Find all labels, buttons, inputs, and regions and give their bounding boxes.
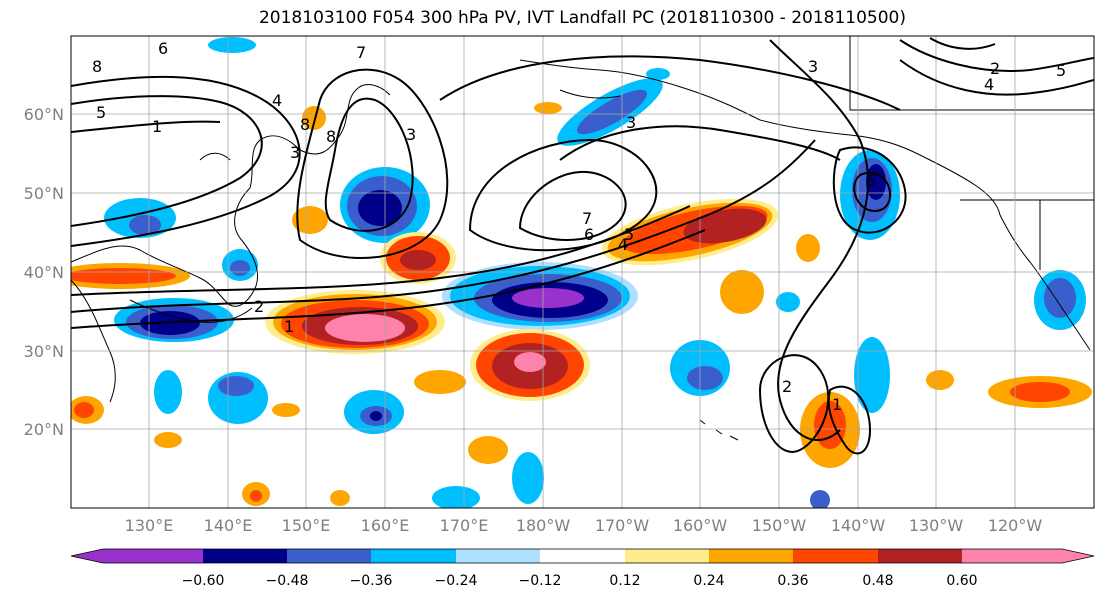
colorbar-tick: −0.60	[182, 573, 225, 589]
contour-label: 4	[984, 75, 994, 94]
longitude-labels: 130°E 140°E 150°E 160°E 170°E 180°W 170°…	[125, 516, 1043, 535]
colorbar-outline	[70, 548, 1095, 564]
contour-label: 4	[272, 91, 282, 110]
lon-label: 170°W	[595, 516, 650, 535]
colorbar-tick: −0.36	[350, 573, 393, 589]
pv-shading	[71, 37, 1092, 508]
lat-label-60n: 60°N	[24, 105, 64, 124]
colorbar-tick: 0.24	[693, 573, 724, 589]
colorbar-tick: −0.24	[435, 573, 478, 589]
contour-label: 4	[618, 235, 628, 254]
contour-label: 7	[356, 43, 366, 62]
contour-label: 5	[1056, 61, 1066, 80]
contour-label: 3	[808, 57, 818, 76]
contour-label: 1	[284, 317, 294, 336]
colorbar-tick: −0.12	[519, 573, 562, 589]
lon-label: 130°E	[125, 516, 174, 535]
map-title: 2018103100 F054 300 hPa PV, IVT Landfall…	[258, 8, 906, 28]
contour-label: 6	[866, 171, 876, 190]
contour-label: 2	[990, 59, 1000, 78]
colorbar-segment	[287, 549, 371, 563]
contour-label: 5	[624, 225, 634, 244]
colorbar-segment	[709, 549, 793, 563]
colorbar-segments	[70, 548, 1095, 564]
lon-label: 120°W	[988, 516, 1043, 535]
colorbar-extend-high	[962, 549, 1094, 563]
colorbar-tick: 0.48	[862, 573, 893, 589]
contour-label: 2	[782, 377, 792, 396]
lat-label-20n: 20°N	[24, 420, 64, 439]
contour-label: 3	[406, 125, 416, 144]
contour-label: 5	[96, 103, 106, 122]
contour-label: 2	[254, 297, 264, 316]
lat-lon-grid	[71, 36, 1094, 508]
lon-label: 170°E	[440, 516, 489, 535]
colorbar: −0.60 −0.48 −0.36 −0.24 −0.12 0.12 0.24 …	[70, 548, 1095, 589]
contour-label: 6	[158, 39, 168, 58]
lon-label: 140°E	[204, 516, 253, 535]
lon-label: 150°W	[752, 516, 807, 535]
colorbar-segment	[540, 549, 625, 563]
lon-label: 160°E	[361, 516, 410, 535]
lat-label-40n: 40°N	[24, 263, 64, 282]
colorbar-tick: −0.48	[266, 573, 309, 589]
colorbar-segment	[878, 549, 962, 563]
colorbar-tick: 0.60	[946, 573, 977, 589]
contour-label: 7	[582, 209, 592, 228]
lon-label: 150°E	[282, 516, 331, 535]
colorbar-tick: 0.12	[609, 573, 640, 589]
lon-label: 180°W	[516, 516, 571, 535]
lat-label-50n: 50°N	[24, 184, 64, 203]
contour-label: 1	[152, 117, 162, 136]
colorbar-extend-low	[71, 549, 203, 563]
colorbar-segment	[203, 549, 287, 563]
colorbar-tick: 0.36	[777, 573, 808, 589]
contour-label-group: 8 6 5 1 4 7 3 8 3 8 7 6 4 5 2 1 3 6 4 5 …	[92, 39, 1066, 414]
ivt-contours	[71, 37, 1094, 455]
contour-label: 1	[832, 395, 842, 414]
latitude-labels: 60°N 50°N 40°N 30°N 20°N	[24, 105, 64, 439]
lon-label: 130°W	[909, 516, 964, 535]
contour-label: 6	[584, 225, 594, 244]
map-border	[70, 35, 1095, 509]
colorbar-segment	[625, 549, 709, 563]
contour-label: 3	[290, 143, 300, 162]
contour-label: 8	[326, 127, 336, 146]
contour-label: 8	[300, 115, 310, 134]
lon-label: 140°W	[831, 516, 886, 535]
contour-label: 3	[626, 113, 636, 132]
colorbar-segment	[456, 549, 540, 563]
colorbar-segment	[793, 549, 878, 563]
lon-label: 160°W	[673, 516, 728, 535]
lat-label-30n: 30°N	[24, 342, 64, 361]
contour-label: 8	[92, 57, 102, 76]
colorbar-segment	[371, 549, 456, 563]
colorbar-tick-labels: −0.60 −0.48 −0.36 −0.24 −0.12 0.12 0.24 …	[182, 573, 978, 589]
